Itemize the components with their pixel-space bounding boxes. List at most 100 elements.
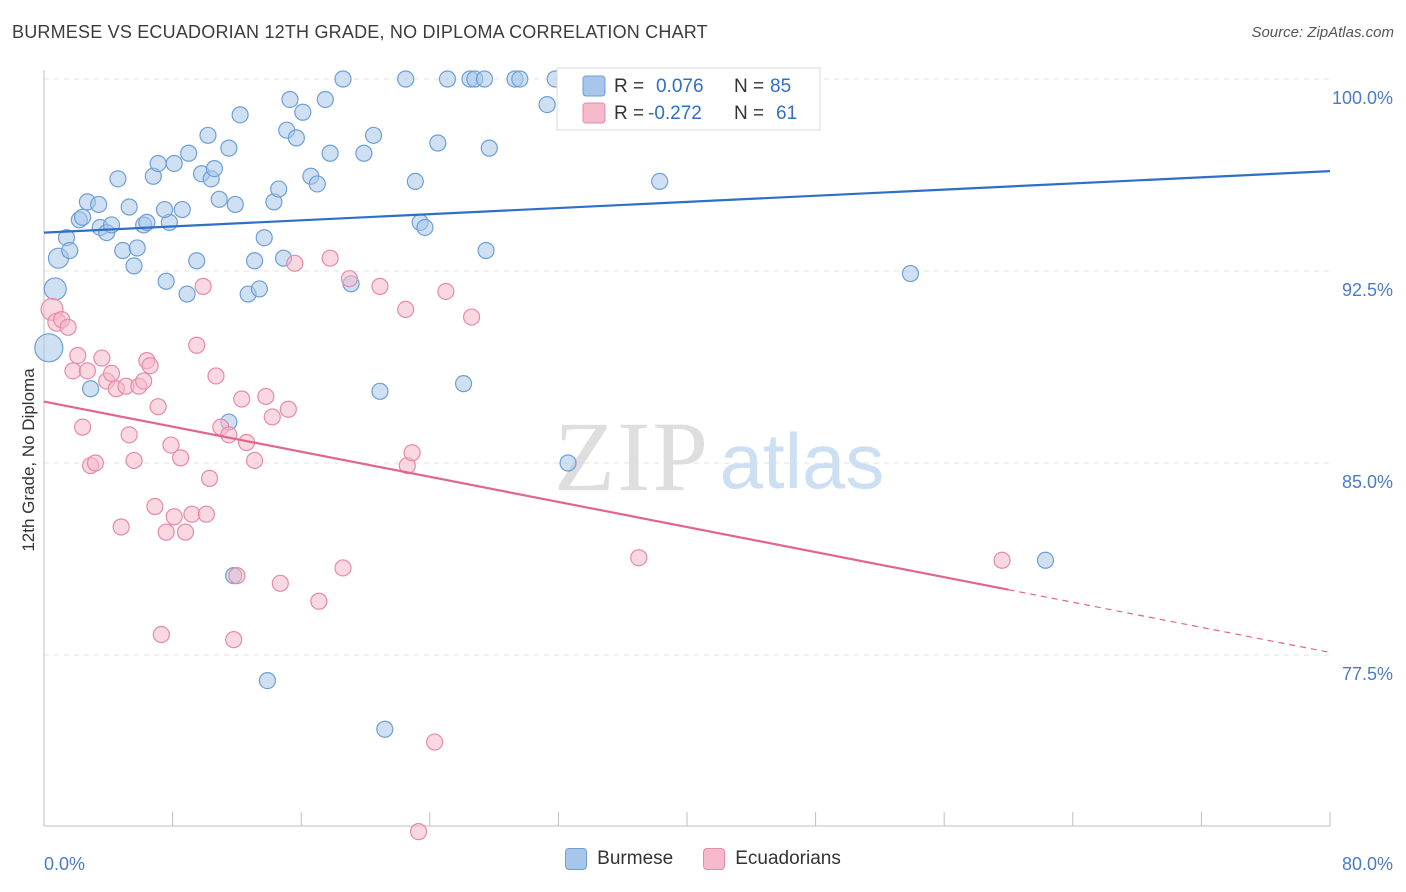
legend-swatch-ecuadorians <box>582 102 606 124</box>
y-tick-label-0: 77.5% <box>1342 664 1393 684</box>
burmese-point-82 <box>376 720 394 738</box>
legend-item-burmese[interactable]: Burmese <box>565 848 673 870</box>
correlation-legend: R = 0.076 N = 85 R = -0.272 N = 61 <box>556 67 821 131</box>
burmese-point-66 <box>477 241 495 260</box>
ecuadorian-point-38 <box>225 631 243 649</box>
burmese-point-83 <box>155 200 174 219</box>
ecuadorian-point-3 <box>59 318 77 336</box>
burmese-point-76 <box>901 264 920 283</box>
burmese-point-15 <box>125 257 143 275</box>
legend-swatch-burmese <box>565 848 588 870</box>
ecuadorian-point-9 <box>86 454 105 472</box>
legend-r-label-1: R = <box>614 76 644 97</box>
legend-label-ecuadorians: Ecuadorians <box>735 848 841 869</box>
burmese-point-23 <box>165 154 183 173</box>
burmese-point-62 <box>454 375 473 393</box>
ecuadorian-point-7 <box>78 362 97 380</box>
legend-n-value-1: 85 <box>770 76 791 97</box>
burmese-point-57 <box>406 172 424 190</box>
legend-label-burmese: Burmese <box>597 848 674 869</box>
ecuadorian-point-32 <box>194 277 212 295</box>
burmese-point-16 <box>128 239 146 257</box>
burmese-point-25 <box>178 285 196 303</box>
ecuadorian-point-21 <box>141 357 159 375</box>
burmese-point-8 <box>90 195 108 214</box>
burmese-point-59 <box>416 218 434 237</box>
burmese-point-18 <box>138 213 156 231</box>
ecuadorian-point-57 <box>409 823 428 841</box>
burmese-point-0 <box>34 333 64 363</box>
burmese-point-78 <box>82 380 100 398</box>
x-tick-label-1: 80.0% <box>1342 854 1393 874</box>
burmese-point-41 <box>270 180 288 198</box>
ecuadorian-point-29 <box>176 523 195 541</box>
ecuadorian-point-45 <box>271 574 289 592</box>
y-axis-label: 12th Grade, No Diploma <box>19 368 38 552</box>
trend-line-1 <box>43 400 1009 591</box>
burmese-point-49 <box>316 90 334 109</box>
chart-source: Source: ZipAtlas.com <box>1251 24 1394 41</box>
burmese-point-56 <box>397 70 415 88</box>
ecuadorian-point-4 <box>64 362 82 380</box>
burmese-point-44 <box>281 90 299 109</box>
ecuadorian-point-48 <box>310 592 328 610</box>
ecuadorian-point-24 <box>152 625 170 644</box>
burmese-point-60 <box>429 134 447 152</box>
ecuadorian-point-49 <box>321 249 339 267</box>
burmese-point-50 <box>321 144 339 162</box>
ecuadorian-point-50 <box>334 559 352 577</box>
ecuadorian-point-44 <box>263 408 281 426</box>
burmese-point-26 <box>180 144 198 162</box>
watermark: ZIP atlas <box>554 401 884 512</box>
ecuadorian-point-31 <box>188 336 206 354</box>
burmese-point-51 <box>334 70 352 88</box>
burmese-point-65 <box>475 70 494 88</box>
burmese-point-45 <box>287 129 305 147</box>
ecuadorian-point-40 <box>233 390 251 408</box>
burmese-point-55 <box>371 382 389 400</box>
burmese-point-20 <box>149 154 167 173</box>
burmese-point-24 <box>173 200 191 219</box>
ecuadorian-point-35 <box>207 367 225 385</box>
y-tick-label-1: 85.0% <box>1342 472 1393 492</box>
burmese-point-29 <box>199 126 217 144</box>
burmese-point-13 <box>114 241 132 260</box>
burmese-point-77 <box>1036 551 1055 569</box>
burmese-point-34 <box>226 195 244 214</box>
burmese-point-37 <box>245 252 264 270</box>
ecuadorian-point-43 <box>257 387 275 406</box>
burmese-point-72 <box>559 454 577 472</box>
legend-item-ecuadorians[interactable]: Ecuadorians <box>703 848 841 870</box>
ecuadorian-point-14 <box>112 518 130 536</box>
legend-swatch-burmese <box>582 75 606 97</box>
ecuadorian-point-53 <box>397 300 415 318</box>
ecuadorian-point-12 <box>102 364 121 382</box>
burmese-point-46 <box>294 103 312 121</box>
burmese-point-14 <box>120 198 138 216</box>
legend-n-label-2: N = <box>734 103 764 124</box>
burmese-point-6 <box>73 208 92 226</box>
watermark-zip: ZIP <box>554 401 710 512</box>
chart-title: BURMESE VS ECUADORIAN 12TH GRADE, NO DIP… <box>12 22 708 42</box>
ecuadorian-point-23 <box>149 398 167 416</box>
burmese-point-21 <box>157 272 175 290</box>
ecuadorian-point-16 <box>120 426 138 444</box>
burmese-point-69 <box>511 70 529 88</box>
ecuadorian-point-10 <box>93 349 111 367</box>
burmese-point-35 <box>231 106 249 124</box>
ecuadorian-point-37 <box>220 426 238 444</box>
burmese-point-1 <box>43 277 67 301</box>
burmese-point-38 <box>250 280 269 298</box>
x-tick-label-0: 0.0% <box>44 854 85 874</box>
ecuadorian-point-46 <box>279 400 297 418</box>
legend-n-label-1: N = <box>734 76 764 97</box>
burmese-point-75 <box>651 172 669 190</box>
ecuadorian-point-47 <box>286 254 304 272</box>
legend-r-value-2: -0.272 <box>648 103 702 124</box>
ecuadorian-point-30 <box>183 505 201 523</box>
ecuadorian-point-25 <box>157 523 175 541</box>
ecuadorian-point-61 <box>993 551 1011 569</box>
tick-labels: 77.5% 85.0% 92.5% 100.0% 0.0% 80.0% <box>44 88 1393 874</box>
burmese-point-70 <box>538 95 556 114</box>
